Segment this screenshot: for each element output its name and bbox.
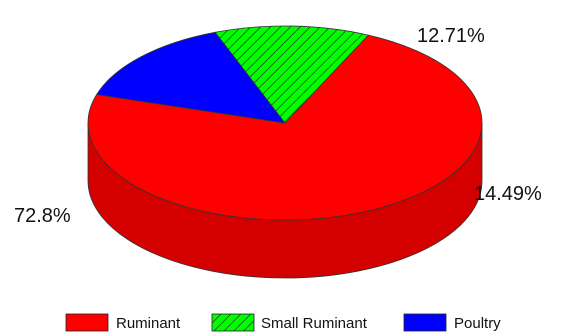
- legend-swatch-small-ruminant: [211, 313, 255, 332]
- slice-poultry: [96, 31, 286, 124]
- slice-ruminant: [87, 34, 483, 221]
- legend-swatch-ruminant: [65, 313, 109, 332]
- slice-label-ruminant: 72.8%: [14, 205, 71, 227]
- legend-label-ruminant: Ruminant: [116, 315, 181, 332]
- slice-label-small-ruminant: 12.71%: [417, 25, 485, 47]
- legend-label-poultry: Poultry: [454, 315, 501, 332]
- legend-label-small-ruminant: Small Ruminant: [261, 315, 368, 332]
- legend: Ruminant Small Ruminant Poultry: [65, 313, 501, 332]
- slice-label-poultry: 14.49%: [474, 183, 542, 205]
- legend-swatch-poultry: [403, 313, 447, 332]
- slice-small-ruminant: [214, 25, 370, 124]
